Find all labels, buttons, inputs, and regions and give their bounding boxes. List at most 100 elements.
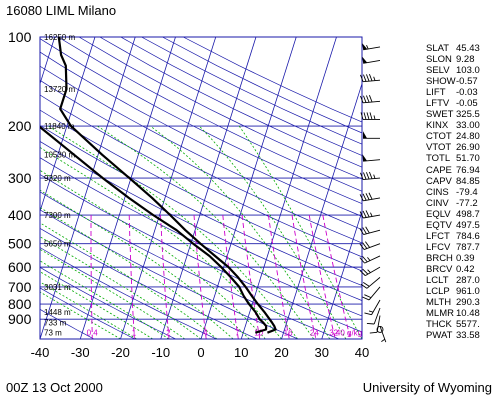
index-value: -0.03	[456, 87, 478, 99]
mixing-ratio-label: 1	[132, 329, 137, 338]
index-value: 961.0	[456, 286, 480, 298]
index-value: 10.48	[456, 308, 480, 320]
mixing-ratio-line	[128, 214, 135, 339]
barb-feather	[363, 95, 367, 103]
index-value: 9.28	[456, 54, 475, 66]
index-name: LCLT	[426, 274, 449, 286]
wind-barb	[362, 42, 381, 51]
pressure-tick-label: 800	[8, 296, 32, 312]
height-label: 13720 m	[44, 85, 75, 94]
wind-barb	[376, 326, 384, 333]
barb-feather	[369, 171, 373, 179]
barb-feather	[359, 243, 365, 250]
index-value: 787.7	[456, 241, 480, 253]
barb-feather	[365, 193, 370, 201]
mixing-ratio-label: 4	[203, 329, 208, 338]
index-row: BRCH 0.39	[426, 253, 496, 264]
index-row: SHOW -0.57	[426, 76, 496, 87]
index-name: LCLP	[426, 286, 450, 298]
barb-feather	[364, 294, 372, 299]
dry-adiabat	[40, 247, 217, 339]
height-label: 5650 m	[44, 240, 71, 249]
index-value: 26.90	[456, 142, 480, 154]
mixing-ratio-line	[160, 214, 170, 339]
barb-feather	[362, 281, 370, 287]
temperature-tick-label: -10	[151, 345, 170, 360]
isotherm-line	[120, 37, 217, 339]
index-row: LCLT 287.0	[426, 275, 496, 286]
index-name: EQLV	[426, 208, 451, 220]
index-value: 0.42	[456, 263, 475, 275]
barb-feather	[362, 193, 367, 201]
dry-adiabat	[40, 308, 95, 339]
index-row: THCK 5577.	[426, 319, 496, 330]
dry-adiabat	[40, 227, 258, 339]
wind-barb	[360, 95, 381, 104]
barb-feather	[359, 257, 365, 264]
mixing-ratio-label: 7	[235, 329, 240, 338]
index-value: 497.5	[456, 219, 480, 231]
moist-adiabat	[40, 222, 218, 339]
barb-feather	[360, 74, 364, 82]
barb-feather	[363, 112, 367, 120]
wind-barb	[359, 226, 381, 236]
index-name: MLMR	[426, 308, 454, 320]
index-name: CINS	[426, 186, 449, 198]
index-row: CAPV 84.85	[426, 176, 496, 187]
pressure-tick-label: 500	[8, 236, 32, 252]
dry-adiabat	[40, 287, 135, 339]
barb-feather	[362, 227, 367, 235]
moist-adiabat	[97, 125, 315, 339]
barb-half-feather	[368, 310, 374, 313]
index-name: LIFT	[426, 87, 446, 99]
height-label: 1448 m	[44, 308, 71, 317]
moist-adiabat	[40, 146, 282, 339]
index-row: CTOT 24.80	[426, 131, 496, 142]
wind-barb	[360, 73, 381, 83]
index-name: CINV	[426, 197, 449, 209]
barb-half-feather	[373, 76, 376, 81]
wind-barb	[360, 277, 381, 289]
barb-feather	[362, 256, 368, 263]
height-label: 11840 m	[44, 122, 75, 131]
wind-barb	[366, 307, 381, 325]
moist-adiabat	[40, 207, 234, 339]
mixing-ratio-line	[241, 214, 261, 339]
index-value: 24.80	[456, 131, 480, 143]
index-name: CAPE	[426, 164, 452, 176]
mixing-ratio-label: 16	[284, 329, 293, 338]
barb-feather	[369, 112, 373, 120]
wind-barb	[362, 154, 381, 162]
index-value: -0.05	[456, 98, 478, 110]
wind-barb	[360, 112, 380, 120]
barb-feather	[363, 172, 367, 180]
stability-indices: SLAT 45.43 SLON 9.28 SELV 103.0 SHOW -0.57 LIFT -…	[426, 43, 496, 341]
dry-adiabat	[40, 174, 362, 333]
dry-adiabat	[57, 37, 362, 192]
index-row: LFTV -0.05	[426, 98, 496, 109]
index-name: SLAT	[426, 43, 450, 54]
index-row: BRCV 0.42	[426, 264, 496, 275]
index-row: MLTH 290.3	[426, 297, 496, 308]
moist-adiabat	[40, 271, 153, 339]
dry-adiabat	[40, 109, 362, 272]
index-row: EQLV 498.7	[426, 209, 496, 220]
wind-barb	[359, 210, 381, 219]
dry-adiabat	[40, 141, 362, 301]
dry-adiabat	[40, 209, 299, 339]
barb-feather	[369, 73, 373, 82]
index-value: -77.2	[456, 197, 478, 209]
barb-half-feather	[366, 45, 369, 50]
dry-adiabat	[40, 51, 362, 217]
index-name: BRCV	[426, 263, 453, 275]
dry-adiabat	[40, 38, 362, 205]
index-value: -0.57	[456, 76, 478, 88]
index-name: BRCH	[426, 252, 453, 264]
index-name: SHOW	[426, 76, 456, 88]
moist-adiabat	[198, 125, 347, 339]
wind-barb	[359, 192, 381, 202]
barb-feather	[362, 296, 370, 301]
index-row: VTOT 26.90	[426, 142, 496, 153]
index-row: KINX 33.00	[426, 120, 496, 131]
